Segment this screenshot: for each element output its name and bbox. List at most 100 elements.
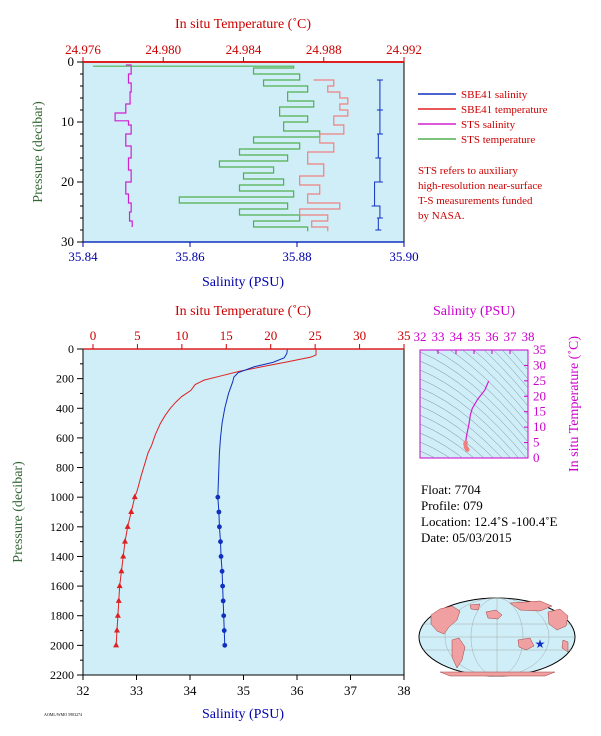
density-contour — [420, 360, 528, 452]
full-pressure-axis-label: Pressure (decibar) — [11, 461, 26, 563]
top-pressure-tick-label: 30 — [61, 234, 74, 249]
salinity-marker — [218, 539, 223, 545]
temperature-marker — [120, 552, 127, 559]
density-contour — [449, 350, 528, 425]
full-temp-tick-label: 35 — [398, 328, 411, 343]
full-profile-ticks: 0 5 10 15 20 25 30 35 32 33 34 35 36 37 38 0 200 400 600 80… — [50, 328, 411, 698]
top-pressure-tick-label: 10 — [61, 114, 74, 129]
float-position-star: ★ — [535, 637, 546, 651]
top-temp-tick-label: 24.988 — [306, 42, 342, 57]
density-contour — [420, 351, 528, 443]
temperature-marker — [131, 493, 138, 500]
ts-deep-marker — [465, 447, 470, 452]
salinity-marker — [218, 554, 224, 559]
float-id: Float: 7704 — [421, 482, 481, 497]
salinity-profile-line — [217, 348, 288, 646]
ts-sal-tick-label: 35 — [468, 329, 481, 344]
density-contour — [434, 350, 528, 434]
density-contour — [462, 350, 528, 416]
full-pressure-tick-label: 0 — [68, 342, 74, 356]
full-temp-tick-label: 10 — [175, 328, 188, 343]
near-surface-ticks: 24.976 24.980 24.984 24.988 24.992 35.84 35.86… — [61, 42, 422, 264]
legend-label: SBE41 salinity — [461, 89, 528, 101]
density-contour — [420, 414, 485, 458]
legend-label: SBE41 temperature — [461, 104, 548, 116]
note-line: by NASA. — [418, 210, 465, 222]
ts-temp-tick-label: 25 — [533, 373, 546, 388]
full-salinity-axis-label: Salinity (PSU) — [202, 707, 284, 722]
salinity-marker — [221, 613, 227, 619]
density-contour — [420, 423, 475, 458]
top-temp-tick-label: 24.984 — [226, 42, 262, 57]
note-line: STS refers to auxiliary — [418, 165, 518, 177]
top-pressure-tick-label: 20 — [61, 174, 74, 189]
ts-temp-tick-label: 20 — [533, 388, 546, 403]
ts-salinity-axis-label: Salinity (PSU) — [433, 304, 515, 319]
density-contour — [420, 387, 511, 458]
ts-sal-tick-label: 36 — [486, 329, 500, 344]
legend-label: STS temperature — [461, 134, 535, 146]
note-line: T-S measurements funded — [418, 195, 533, 207]
full-sal-tick-label: 33 — [130, 683, 143, 698]
full-temp-tick-label: 15 — [220, 328, 233, 343]
full-pressure-tick-label: 1000 — [50, 490, 74, 504]
density-contour — [420, 450, 436, 458]
density-contour — [483, 350, 528, 398]
near-surface-plot-area — [82, 61, 405, 243]
ts-series — [463, 380, 490, 452]
sts-note: STS refers to auxiliary high-resolution n… — [418, 165, 542, 222]
salinity-marker — [215, 494, 221, 500]
near-surface-series — [93, 64, 383, 232]
ts-sal-tick-label: 37 — [504, 329, 518, 344]
full-temp-tick-label: 30 — [353, 328, 366, 343]
map-land — [430, 600, 569, 677]
top-pressure-tick-label: 0 — [68, 54, 75, 69]
full-temp-tick-label: 0 — [90, 328, 97, 343]
temperature-marker — [115, 597, 122, 603]
temperature-marker — [113, 641, 120, 648]
ts-temp-tick-label: 0 — [533, 450, 540, 465]
full-pressure-tick-label: 1400 — [50, 549, 74, 563]
full-pressure-tick-label: 1200 — [50, 520, 74, 534]
salinity-marker — [217, 524, 222, 530]
ts-sal-tick-label: 34 — [450, 329, 464, 344]
top-sal-tick-label: 35.88 — [282, 249, 311, 264]
float-location: Location: 12.4˚S -100.4˚E — [421, 514, 558, 529]
ts-temperature-axis-label: In situ Temperature (˚C) — [567, 336, 582, 472]
density-contour — [420, 378, 519, 458]
temperature-marker — [114, 612, 121, 618]
full-sal-tick-label: 36 — [291, 683, 305, 698]
top-temp-tick-label: 24.992 — [386, 42, 422, 57]
full-temp-tick-label: 5 — [134, 328, 141, 343]
density-contour — [420, 441, 451, 458]
full-temp-tick-label: 20 — [264, 328, 277, 343]
ts-temp-tick-label: 5 — [533, 435, 540, 450]
top-sal-tick-label: 35.84 — [68, 249, 98, 264]
full-pressure-tick-label: 800 — [56, 461, 74, 475]
full-pressure-tick-label: 400 — [56, 401, 74, 415]
full-pressure-tick-label: 600 — [56, 431, 74, 445]
top-pressure-axis-label: Pressure (decibar) — [31, 101, 46, 203]
temperature-marker — [113, 627, 120, 633]
sbe41-temperature-line — [299, 79, 349, 232]
full-temp-tick-label: 25 — [309, 328, 322, 343]
ts-temp-tick-label: 30 — [533, 357, 546, 372]
salinity-marker — [219, 568, 225, 574]
ts-sal-tick-label: 38 — [522, 329, 535, 344]
full-temperature-axis-label: In situ Temperature (˚C) — [175, 304, 311, 319]
density-contour — [510, 350, 528, 371]
full-sal-tick-label: 38 — [398, 683, 411, 698]
top-salinity-axis-label: Salinity (PSU) — [202, 275, 284, 290]
temperature-marker — [128, 508, 135, 514]
full-pressure-tick-label: 1800 — [50, 609, 74, 623]
salinity-marker — [216, 509, 222, 515]
ts-temp-tick-label: 10 — [533, 419, 546, 434]
temperature-marker — [116, 582, 123, 589]
density-contour — [473, 350, 528, 407]
ts-temp-tick-label: 15 — [533, 404, 546, 419]
ts-sal-tick-label: 32 — [414, 329, 427, 344]
near-surface-panel: 24.976 24.980 24.984 24.988 24.992 35.84 35.86… — [31, 17, 548, 290]
full-sal-tick-label: 37 — [344, 683, 358, 698]
